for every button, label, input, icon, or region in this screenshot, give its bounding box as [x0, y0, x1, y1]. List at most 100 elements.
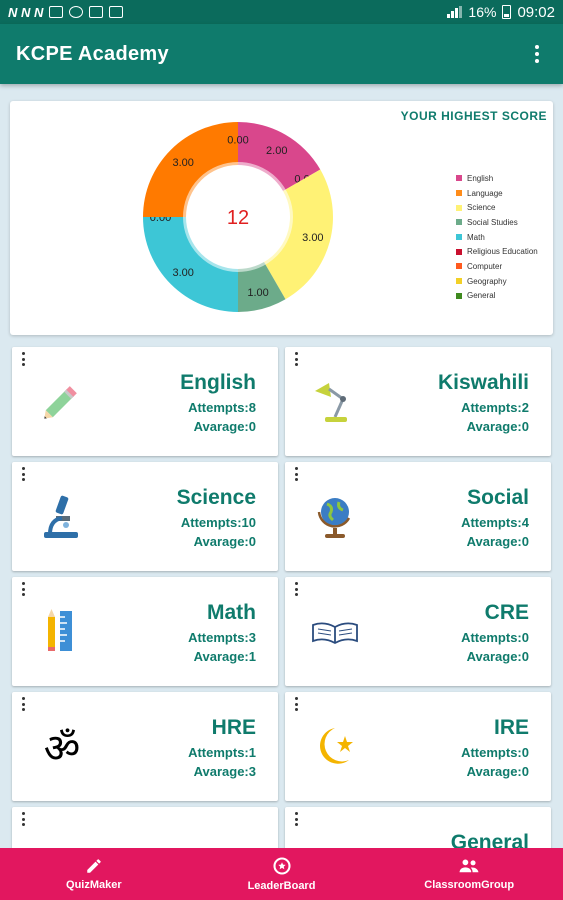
- subject-attempts: Attempts:0: [461, 630, 529, 645]
- pencil-ruler-icon: [36, 605, 88, 657]
- donut-slice[interactable]: [238, 262, 286, 312]
- card-menu-icon[interactable]: [20, 812, 26, 826]
- subject-attempts: Attempts:4: [461, 515, 529, 530]
- chart-title: YOUR HIGHEST SCORE: [400, 109, 547, 123]
- subject-card[interactable]: Social Attempts:4 Avarage:0: [285, 462, 551, 571]
- subject-name: Science: [176, 486, 256, 509]
- legend-swatch: [456, 263, 462, 270]
- facebook-icon: [69, 6, 84, 18]
- legend-swatch: [456, 219, 462, 226]
- subject-card[interactable]: Science Attempts:10 Avarage:0: [12, 462, 278, 571]
- card-menu-icon[interactable]: [20, 582, 26, 596]
- nav-quizmaker-label: QuizMaker: [66, 879, 122, 891]
- legend-label: General: [467, 291, 496, 301]
- subject-name: Kiswahili: [437, 371, 529, 394]
- card-menu-icon[interactable]: [293, 352, 299, 366]
- nav-classroomgroup-label: ClassroomGroup: [424, 879, 515, 891]
- donut-slice[interactable]: [143, 122, 238, 217]
- subject-card[interactable]: CRE Attempts:0 Avarage:0: [285, 577, 551, 686]
- subject-card[interactable]: IRE Attempts:0 Avarage:0: [285, 692, 551, 801]
- subject-attempts: Attempts:1: [188, 745, 256, 760]
- legend-entry: Geography: [456, 274, 538, 289]
- subject-attempts: Attempts:0: [461, 745, 529, 760]
- chart-legend: English Language Science Social Studies Math…: [456, 171, 538, 303]
- subject-card[interactable]: English Attempts:8 Avarage:0: [12, 347, 278, 456]
- battery-icon: [502, 5, 512, 19]
- card-menu-icon[interactable]: [293, 467, 299, 481]
- legend-label: Social Studies: [467, 217, 518, 227]
- subject-attempts: Attempts:3: [188, 630, 256, 645]
- card-menu-icon[interactable]: [20, 697, 26, 711]
- legend-label: English: [467, 173, 494, 183]
- subject-name: CRE: [484, 601, 529, 624]
- nav-leaderboard[interactable]: LeaderBoard: [188, 848, 376, 900]
- subject-average: Avarage:3: [193, 764, 256, 779]
- card-menu-icon[interactable]: [20, 467, 26, 481]
- subject-attempts: Attempts:10: [180, 515, 256, 530]
- subject-average: Avarage:1: [193, 649, 256, 664]
- legend-entry: Math: [456, 230, 538, 245]
- clock: 09:02: [517, 3, 555, 21]
- pencil-icon: [36, 375, 88, 427]
- subject-name: HRE: [211, 716, 256, 739]
- open-book-icon: [309, 605, 361, 657]
- card-menu-icon[interactable]: [293, 812, 299, 826]
- subject-card[interactable]: Math Attempts:3 Avarage:1: [12, 577, 278, 686]
- nav-quizmaker[interactable]: QuizMaker: [0, 848, 188, 900]
- slice-label: 0.00: [227, 135, 248, 147]
- group-icon: [459, 859, 479, 873]
- legend-swatch: [456, 292, 462, 299]
- notification-icons: N N N: [8, 4, 124, 20]
- legend-swatch: [456, 234, 462, 241]
- subject-card[interactable]: ॐ HRE Attempts:1 Avarage:3: [12, 692, 278, 801]
- card-menu-icon[interactable]: [293, 697, 299, 711]
- subject-attempts: Attempts:2: [461, 400, 529, 415]
- donut-slice[interactable]: [143, 217, 238, 312]
- om-icon: ॐ: [36, 720, 88, 772]
- signal-icon: [447, 6, 463, 18]
- legend-swatch: [456, 248, 462, 255]
- subject-name: IRE: [493, 716, 529, 739]
- donut-inner-ring: [183, 162, 293, 272]
- battery-percent: 16%: [468, 4, 497, 20]
- subject-name: English: [180, 371, 256, 394]
- subject-average: Avarage:0: [193, 534, 256, 549]
- overflow-menu-icon[interactable]: [527, 42, 547, 66]
- status-bar: N N N 16% 09:02: [0, 0, 563, 24]
- legend-label: Computer: [467, 261, 503, 271]
- app-title: KCPE Academy: [16, 42, 169, 65]
- subject-card[interactable]: Kiswahili Attempts:2 Avarage:0: [285, 347, 551, 456]
- legend-label: Math: [467, 232, 485, 242]
- card-menu-icon[interactable]: [293, 582, 299, 596]
- legend-entry: Language: [456, 186, 538, 201]
- subject-attempts: Attempts:8: [188, 400, 256, 415]
- image-notification-icon: [49, 6, 64, 18]
- bottom-nav: QuizMaker LeaderBoard ClassroomGroup: [0, 848, 563, 900]
- legend-swatch: [456, 175, 462, 182]
- card-menu-icon[interactable]: [20, 352, 26, 366]
- subject-name: Math: [207, 601, 256, 624]
- slice-label: 3.00: [172, 157, 193, 169]
- legend-swatch: [456, 204, 462, 211]
- subject-name: Social: [467, 486, 529, 509]
- subject-average: Avarage:0: [466, 534, 529, 549]
- subject-average: Avarage:0: [193, 419, 256, 434]
- medal-icon: [272, 857, 291, 875]
- legend-entry: General: [456, 289, 538, 304]
- microscope-icon: [36, 490, 88, 542]
- legend-label: Religious Education: [467, 247, 538, 257]
- subject-average: Avarage:0: [466, 649, 529, 664]
- donut-slice[interactable]: [264, 169, 333, 300]
- legend-entry: Computer: [456, 259, 538, 274]
- slice-label: 2.00: [266, 145, 287, 157]
- slice-label: 1.00: [247, 287, 268, 299]
- nav-classroomgroup[interactable]: ClassroomGroup: [375, 848, 563, 900]
- carrier-icons: N N N: [8, 4, 44, 20]
- svg-text:ॐ: ॐ: [44, 726, 80, 772]
- donut-slice[interactable]: [238, 122, 321, 191]
- legend-label: Geography: [467, 276, 507, 286]
- legend-label: Science: [467, 203, 496, 213]
- legend-entry: Social Studies: [456, 215, 538, 230]
- slice-label: 3.00: [302, 232, 323, 244]
